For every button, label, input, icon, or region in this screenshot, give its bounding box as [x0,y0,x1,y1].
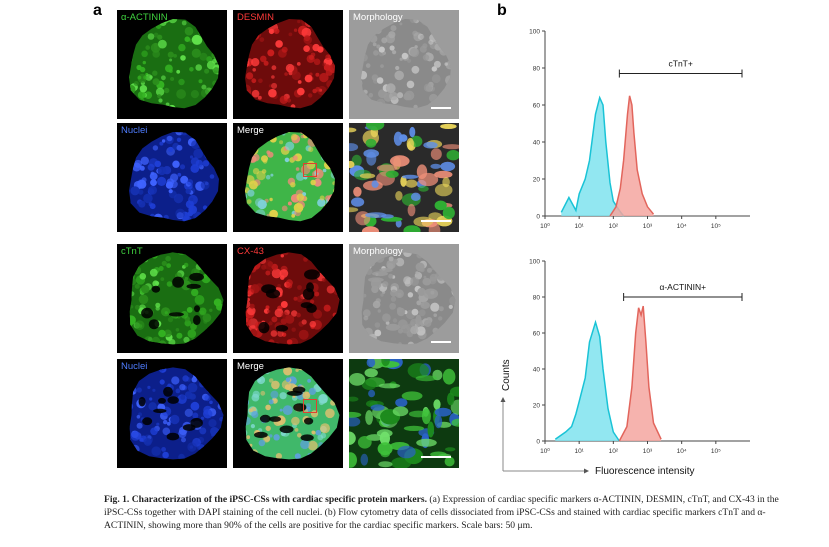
zoom-region-marker [303,399,317,413]
y-tick-label: 0 [536,439,540,446]
micrograph-label: CX-43 [237,246,264,257]
y-tick-label: 60 [533,103,541,110]
positive-histogram-line [609,95,655,217]
x-tick-label: 10⁵ [711,223,721,230]
micrograph-image [117,359,227,468]
x-tick-label: 10² [609,223,619,230]
micrograph-image [233,244,343,353]
y-tick-label: 40 [533,367,541,374]
micrograph-label: Nuclei [121,125,148,136]
flow-histogram-actinin: 0 20 40 60 80 100 10⁰ 10¹ 10² 10³ 10⁴ 10⁵ α-ACTININ+… [500,259,750,477]
x-tick-label: 10³ [643,448,653,455]
micrograph-tile-merge: Merge [233,359,343,468]
y-tick-label: 100 [529,259,540,266]
micrograph-label: cTnT [121,246,143,257]
micrograph-label: Morphology [353,246,403,257]
micrograph-tile-morphology: Morphology [349,10,459,119]
y-tick-label: 20 [533,177,541,184]
micrograph-image [117,244,227,353]
x-tick-label: 10¹ [574,223,584,230]
y-axis-arrow-head [500,397,506,402]
micrograph-label: Morphology [353,12,403,23]
control-histogram-line [560,95,625,217]
y-tick-label: 0 [536,214,540,221]
gate-label: α-ACTININ+ [659,282,706,292]
positive-histogram-line [618,305,662,442]
panel-a-letter: a [93,2,102,19]
micrograph-label: Merge [237,125,264,136]
caption-body: (a) Expression of cardiac specific marke… [104,494,779,532]
micrograph-image [233,359,343,468]
panel-b-letter: b [497,2,507,19]
scale-bar [431,341,451,343]
x-tick-label: 10⁰ [540,222,550,230]
control-histogram-area [555,322,620,441]
scale-bar [421,220,451,222]
x-tick-label: 10² [609,448,619,455]
micrograph-image [349,359,459,468]
micrograph-image [349,10,459,119]
y-tick-label: 60 [533,331,541,338]
figure-caption: Fig. 1. Characterization of the iPSC-CSs… [104,493,804,533]
gate-label: cTnT+ [669,59,693,69]
control-histogram-area [561,97,624,216]
x-tick-label: 10⁴ [677,448,687,455]
positive-histogram-area [619,306,662,441]
x-tick-label: 10⁴ [677,223,687,230]
micrograph-tile-merge-zoom [349,123,459,232]
micrograph-tile-cx-43: CX-43 [233,244,343,353]
micrograph-image [117,10,227,119]
x-axis-arrow-head [584,468,589,474]
flow-histogram-ctnt: 0 20 40 60 80 100 10⁰ 10¹ 10² 10³ 10⁴ 10⁵ cTnT+ [529,29,750,230]
zoom-region-marker [303,163,317,177]
micrograph-tile-merge: Merge [233,123,343,232]
x-axis-title: Fluorescence intensity [595,466,695,477]
x-tick-label: 10⁰ [540,447,550,455]
y-tick-label: 40 [533,140,541,147]
y-tick-label: 80 [533,295,541,302]
micrograph-label: DESMIN [237,12,274,23]
y-tick-label: 20 [533,403,541,410]
micrograph-label: Merge [237,361,264,372]
y-axis-title: Counts [501,359,512,391]
y-tick-label: 80 [533,66,541,73]
y-tick-label: 100 [529,29,540,36]
positive-histogram-area [610,95,654,216]
micrograph-tile-ctnt: cTnT [117,244,227,353]
micrograph-tile-merge-zoom [349,359,459,468]
micrograph-label: α-ACTININ [121,12,168,23]
micrograph-image [349,123,459,232]
control-histogram-line [554,319,620,442]
x-tick-label: 10⁵ [711,448,721,455]
caption-title: Fig. 1. Characterization of the iPSC-CSs… [104,494,428,505]
micrograph-image [233,10,343,119]
micrograph-label: Nuclei [121,361,148,372]
micrograph-tile-nuclei: Nuclei [117,123,227,232]
scale-bar [431,107,451,109]
scale-bar [421,456,451,458]
x-tick-label: 10³ [643,223,653,230]
micrograph-image [349,244,459,353]
micrograph-image [233,123,343,232]
micrograph-image [117,123,227,232]
x-tick-label: 10¹ [574,448,584,455]
micrograph-tile-nuclei: Nuclei [117,359,227,468]
micrograph-tile--actinin: α-ACTININ [117,10,227,119]
micrograph-tile-desmin: DESMIN [233,10,343,119]
micrograph-tile-morphology: Morphology [349,244,459,353]
